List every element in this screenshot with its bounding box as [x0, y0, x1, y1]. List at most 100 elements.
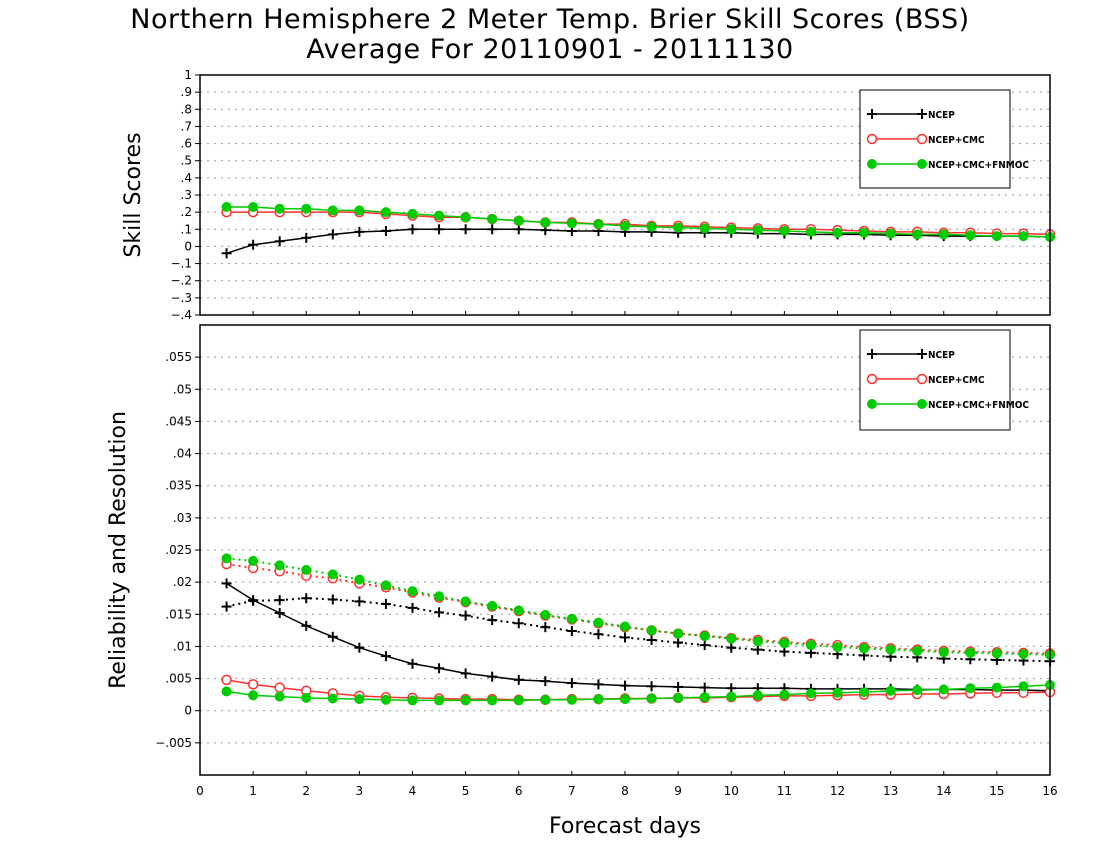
data-point — [566, 694, 577, 705]
y-tick-label: .05 — [173, 382, 192, 396]
chart-title: Northern Hemisphere 2 Meter Temp. Brier … — [130, 4, 970, 35]
data-point — [327, 569, 338, 580]
y-tick-label: 1 — [184, 68, 192, 82]
data-point — [380, 207, 391, 218]
plot-frame — [199, 324, 1051, 776]
data-point — [699, 631, 710, 642]
data-point — [566, 218, 577, 229]
data-point — [699, 223, 710, 234]
y-tick-label: .02 — [173, 575, 192, 589]
data-point — [752, 690, 763, 701]
data-point — [673, 222, 684, 233]
data-point — [673, 692, 684, 703]
data-point — [593, 617, 604, 628]
data-point — [866, 373, 878, 385]
x-axis-label: Forecast days — [549, 814, 701, 839]
data-point — [407, 695, 418, 706]
y-tick-label: .3 — [181, 188, 192, 202]
legend-label: NCEP+CMC — [928, 135, 985, 146]
data-point — [221, 674, 232, 686]
data-point — [487, 695, 498, 706]
x-tick-label: 8 — [621, 784, 629, 798]
data-point — [248, 555, 259, 566]
data-point — [779, 689, 790, 700]
series-line — [226, 684, 1051, 702]
data-point — [805, 640, 816, 651]
data-point — [327, 205, 338, 216]
data-point — [460, 596, 471, 607]
y-tick-label: .04 — [173, 447, 192, 461]
y-tick-label: .035 — [165, 479, 192, 493]
data-point — [274, 560, 285, 571]
legend-box — [859, 329, 1011, 431]
y-tick-label: −.005 — [155, 736, 192, 750]
x-tick-label: 4 — [409, 784, 417, 798]
y-axis-label: Skill Scores — [121, 132, 146, 257]
legend: NCEP NCEP+CMC NCEP+CMC+FNMOC — [859, 89, 1029, 189]
data-point — [646, 221, 657, 232]
y-tick-label: .025 — [165, 543, 192, 557]
data-point — [859, 227, 870, 238]
data-point — [752, 225, 763, 236]
data-point — [938, 229, 949, 240]
data-point — [917, 399, 927, 409]
data-point — [867, 399, 877, 409]
data-point — [248, 690, 259, 701]
data-point — [274, 682, 285, 693]
data-point — [699, 692, 710, 703]
data-point — [991, 231, 1002, 242]
data-point — [885, 228, 896, 239]
data-point — [726, 224, 737, 235]
data-point — [832, 642, 843, 653]
data-point — [513, 695, 524, 706]
x-tick-label: 13 — [883, 784, 898, 798]
y-tick-label: .01 — [173, 639, 192, 653]
data-point — [912, 685, 923, 696]
data-point — [916, 133, 928, 145]
data-point — [434, 591, 445, 602]
data-point — [407, 208, 418, 219]
series-line — [226, 582, 1051, 692]
y-tick-label: .2 — [181, 205, 192, 219]
legend: NCEP NCEP+CMC NCEP+CMC+FNMOC — [859, 329, 1029, 431]
data-point — [832, 687, 843, 698]
series-line — [226, 557, 1051, 656]
panel-2: −.005 0 .005 .01 .015 .02 .025 .03 .035 .04 .045 .0… — [106, 324, 1058, 839]
x-tick-label: 5 — [462, 784, 470, 798]
data-point — [487, 214, 498, 224]
data-point — [593, 694, 604, 705]
legend-label: NCEP+CMC+FNMOC — [928, 400, 1029, 411]
data-point — [354, 694, 365, 705]
data-point — [593, 219, 604, 230]
data-point — [221, 553, 232, 564]
data-point — [912, 229, 923, 240]
y-tick-label: .1 — [181, 222, 192, 236]
y-tick-label: −.1 — [170, 257, 192, 271]
series-ncep-dotted — [221, 593, 1055, 667]
data-point — [991, 682, 1002, 693]
data-point — [866, 133, 878, 145]
data-point — [1018, 681, 1029, 692]
data-point — [221, 686, 232, 697]
data-point — [965, 230, 976, 241]
y-tick-label: −.3 — [170, 291, 192, 305]
x-tick-label: 10 — [724, 784, 739, 798]
x-tick-label: 16 — [1042, 784, 1057, 798]
data-point — [859, 643, 870, 654]
data-point — [540, 217, 551, 228]
data-point — [460, 212, 471, 223]
data-point — [434, 695, 445, 706]
panel-1: −.4 −.3 −.2 −.1 0 .1 .2 .3 .4 .5 .6 .7 .8 .9 1 Skill Sc… — [121, 68, 1056, 322]
series-line — [226, 211, 1051, 236]
data-point — [434, 210, 445, 221]
data-point — [965, 683, 976, 694]
x-tick-label: 7 — [568, 784, 576, 798]
x-tick-label: 6 — [515, 784, 523, 798]
legend-label: NCEP — [928, 350, 955, 361]
data-point — [620, 621, 630, 632]
x-tick-label: 2 — [302, 784, 310, 798]
legend-label: NCEP+CMC+FNMOC — [928, 160, 1029, 171]
y-tick-label: 0 — [184, 704, 192, 718]
y-tick-label: .5 — [181, 154, 192, 168]
